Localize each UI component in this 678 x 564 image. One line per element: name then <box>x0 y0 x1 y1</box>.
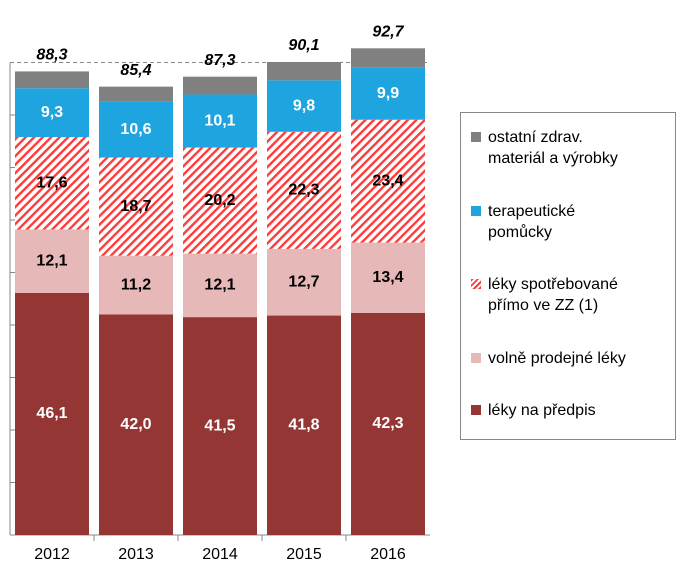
legend: ostatní zdrav. materiál a výrobky terapeu… <box>460 112 676 440</box>
bar-segment <box>99 314 173 535</box>
value-label: 12,1 <box>36 252 67 269</box>
value-label: 13,4 <box>372 269 403 286</box>
bar-segment <box>15 71 89 89</box>
x-tick-label: 2015 <box>286 546 322 563</box>
bar-segment <box>351 67 425 120</box>
bar-segment <box>183 253 257 318</box>
legend-label: léky na předpis <box>488 402 596 419</box>
bar-segment <box>267 80 341 132</box>
value-label: 42,0 <box>120 416 151 433</box>
value-label: 9,3 <box>41 104 63 121</box>
bar-segment <box>267 131 341 249</box>
bar-segment <box>183 76 257 95</box>
value-label: 9,8 <box>293 97 315 114</box>
bar-segment <box>15 137 89 230</box>
legend-swatch <box>471 132 481 142</box>
legend-item: terapeutické pomůcky <box>471 201 669 243</box>
total-label: 88,3 <box>36 47 67 64</box>
value-label: 9,9 <box>377 85 399 102</box>
total-label: 92,7 <box>372 24 404 41</box>
value-label: 41,5 <box>204 417 235 434</box>
bar-segment <box>351 119 425 243</box>
total-label: 90,1 <box>288 37 319 54</box>
legend-item: léky na předpis <box>471 400 669 421</box>
legend-swatch <box>471 352 481 363</box>
value-label: 17,6 <box>36 174 67 191</box>
legend-label: volně prodejné léky <box>488 349 626 367</box>
bar-segment <box>15 229 89 293</box>
bar-segment <box>99 101 173 158</box>
legend-label: terapeutické pomůcky <box>488 202 576 241</box>
value-label: 42,3 <box>372 415 403 432</box>
bar-segment <box>99 157 173 256</box>
bar-segment <box>351 242 425 313</box>
bar-segment <box>267 315 341 535</box>
legend-swatch <box>471 405 481 415</box>
legend-item: léky spotřebované přímo ve ZZ (1) <box>471 274 669 316</box>
value-label: 12,1 <box>204 277 235 294</box>
legend-item: volně prodejné léky <box>471 348 669 369</box>
value-label: 41,8 <box>288 416 319 433</box>
legend-item: ostatní zdrav. materiál a výrobky <box>471 127 669 169</box>
x-tick-label: 2016 <box>370 546 406 563</box>
bar-segment <box>15 88 89 138</box>
legend-swatch <box>471 279 481 289</box>
bar-segment <box>351 48 425 68</box>
bar-segment <box>351 312 425 535</box>
value-label: 11,2 <box>121 276 151 293</box>
bar-segment <box>183 147 257 254</box>
bar-segment <box>15 292 89 535</box>
value-label: 23,4 <box>372 172 403 189</box>
x-tick-label: 2013 <box>118 546 154 563</box>
value-label: 10,1 <box>204 112 235 129</box>
bar-segment <box>183 317 257 535</box>
bar-segment <box>267 248 341 316</box>
value-label: 22,3 <box>288 182 319 199</box>
value-label: 46,1 <box>36 405 67 422</box>
x-tick-label: 2012 <box>34 546 70 563</box>
bar-segment <box>267 61 341 81</box>
legend-label: léky spotřebované přímo ve ZZ (1) <box>488 276 618 314</box>
value-label: 18,7 <box>120 198 151 215</box>
legend-swatch <box>471 205 481 216</box>
x-tick-label: 2014 <box>202 546 238 563</box>
legend-label: ostatní zdrav. materiál a výrobky <box>488 129 618 167</box>
bar-segment <box>99 86 173 102</box>
value-label: 12,7 <box>288 273 319 290</box>
total-label: 85,4 <box>120 62 151 79</box>
total-label: 87,3 <box>204 52 235 69</box>
bar-segment <box>183 94 257 148</box>
value-label: 20,2 <box>204 192 235 209</box>
value-label: 10,6 <box>120 121 151 138</box>
bar-segment <box>99 255 173 315</box>
